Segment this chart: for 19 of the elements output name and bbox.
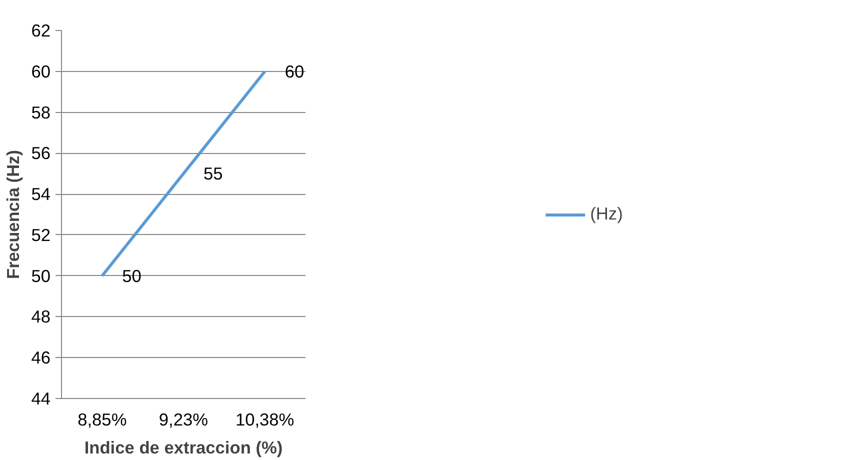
data-label: 60 [284,61,304,82]
y-tick-label: 54 [31,184,51,204]
y-tick-label: 50 [31,266,51,286]
x-tick-label: 8,85% [78,410,127,430]
y-tick-label: 58 [31,102,51,122]
x-axis-title: Indice de extraccion (%) [84,438,283,458]
y-tick-label: 62 [31,20,51,40]
y-tick-label: 52 [31,224,51,245]
y-tick-label: 46 [31,348,51,368]
y-axis-title: Frecuencia (Hz) [3,150,24,280]
data-label: 55 [204,164,223,184]
y-tick-label: 60 [31,61,51,82]
data-label: 50 [122,266,142,286]
y-tick-label: 56 [31,143,51,164]
x-tick-label: 9,23% [158,410,208,430]
x-tick-label: 10,38% [235,410,294,430]
y-tick-label: 48 [31,306,51,327]
legend-label: (Hz) [590,204,623,224]
y-tick-label: 44 [31,388,51,408]
